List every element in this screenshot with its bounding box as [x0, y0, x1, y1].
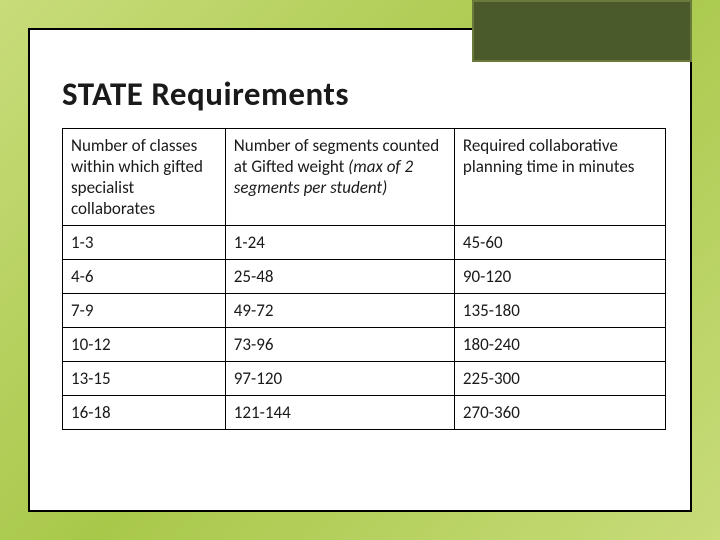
slide-frame: STATE Requirements Number of classes wit… [28, 28, 692, 512]
cell-planning: 90-120 [454, 260, 665, 294]
cell-segments: 49-72 [225, 294, 454, 328]
cell-classes: 16-18 [63, 396, 226, 430]
col-header-segments: Number of segments counted at Gifted wei… [225, 129, 454, 226]
col-header-planning: Required collaborative planning time in … [454, 129, 665, 226]
cell-planning: 225-300 [454, 362, 665, 396]
table-row: 16-18 121-144 270-360 [63, 396, 666, 430]
corner-decoration-box [472, 0, 692, 62]
table-header-row: Number of classes within which gifted sp… [63, 129, 666, 226]
cell-segments: 121-144 [225, 396, 454, 430]
cell-segments: 73-96 [225, 328, 454, 362]
table-row: 10-12 73-96 180-240 [63, 328, 666, 362]
page-title: STATE Requirements [62, 74, 666, 114]
table-row: 7-9 49-72 135-180 [63, 294, 666, 328]
cell-segments: 97-120 [225, 362, 454, 396]
cell-planning: 180-240 [454, 328, 665, 362]
cell-classes: 4-6 [63, 260, 226, 294]
table-row: 13-15 97-120 225-300 [63, 362, 666, 396]
requirements-table: Number of classes within which gifted sp… [62, 128, 666, 430]
cell-planning: 270-360 [454, 396, 665, 430]
cell-planning: 135-180 [454, 294, 665, 328]
col-header-classes: Number of classes within which gifted sp… [63, 129, 226, 226]
cell-classes: 1-3 [63, 226, 226, 260]
slide-content: STATE Requirements Number of classes wit… [30, 30, 690, 450]
cell-classes: 10-12 [63, 328, 226, 362]
cell-classes: 7-9 [63, 294, 226, 328]
cell-planning: 45-60 [454, 226, 665, 260]
cell-segments: 25-48 [225, 260, 454, 294]
cell-segments: 1-24 [225, 226, 454, 260]
cell-classes: 13-15 [63, 362, 226, 396]
table-row: 1-3 1-24 45-60 [63, 226, 666, 260]
table-row: 4-6 25-48 90-120 [63, 260, 666, 294]
